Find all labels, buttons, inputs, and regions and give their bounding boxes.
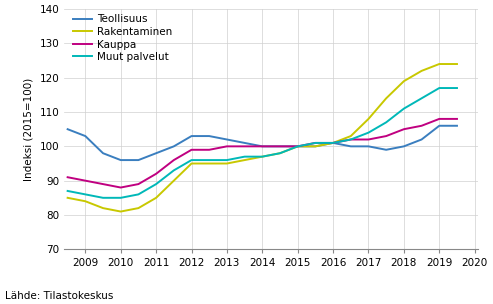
Rakentaminen bbox=[419, 69, 424, 73]
Kauppa bbox=[401, 127, 407, 131]
Rakentaminen bbox=[295, 144, 301, 148]
Line: Teollisuus: Teollisuus bbox=[68, 126, 457, 160]
Kauppa bbox=[383, 134, 389, 138]
Muut palvelut bbox=[277, 151, 283, 155]
Muut palvelut bbox=[224, 158, 230, 162]
Kauppa bbox=[65, 175, 70, 179]
Rakentaminen bbox=[65, 196, 70, 200]
Teollisuus bbox=[313, 144, 318, 148]
Muut palvelut bbox=[82, 192, 88, 196]
Muut palvelut bbox=[259, 155, 265, 158]
Teollisuus bbox=[454, 124, 460, 128]
Kauppa bbox=[242, 144, 247, 148]
Rakentaminen bbox=[313, 144, 318, 148]
Rakentaminen bbox=[454, 62, 460, 66]
Muut palvelut bbox=[295, 144, 301, 148]
Kauppa bbox=[206, 148, 212, 152]
Kauppa bbox=[454, 117, 460, 121]
Teollisuus bbox=[365, 144, 371, 148]
Rakentaminen bbox=[153, 196, 159, 200]
Muut palvelut bbox=[206, 158, 212, 162]
Teollisuus bbox=[419, 138, 424, 141]
Teollisuus bbox=[171, 144, 177, 148]
Rakentaminen bbox=[348, 134, 354, 138]
Teollisuus bbox=[259, 144, 265, 148]
Teollisuus bbox=[82, 134, 88, 138]
Muut palvelut bbox=[171, 168, 177, 172]
Kauppa bbox=[348, 138, 354, 141]
Text: Lähde: Tilastokeskus: Lähde: Tilastokeskus bbox=[5, 291, 113, 301]
Muut palvelut bbox=[365, 131, 371, 134]
Kauppa bbox=[224, 144, 230, 148]
Muut palvelut bbox=[313, 141, 318, 145]
Kauppa bbox=[259, 144, 265, 148]
Line: Rakentaminen: Rakentaminen bbox=[68, 64, 457, 212]
Rakentaminen bbox=[206, 162, 212, 165]
Teollisuus bbox=[330, 141, 336, 145]
Kauppa bbox=[118, 186, 124, 189]
Rakentaminen bbox=[277, 151, 283, 155]
Kauppa bbox=[136, 182, 141, 186]
Rakentaminen bbox=[136, 206, 141, 210]
Muut palvelut bbox=[65, 189, 70, 193]
Rakentaminen bbox=[365, 117, 371, 121]
Muut palvelut bbox=[383, 120, 389, 124]
Teollisuus bbox=[153, 151, 159, 155]
Kauppa bbox=[188, 148, 194, 152]
Rakentaminen bbox=[259, 155, 265, 158]
Muut palvelut bbox=[436, 86, 442, 90]
Legend: Teollisuus, Rakentaminen, Kauppa, Muut palvelut: Teollisuus, Rakentaminen, Kauppa, Muut p… bbox=[73, 14, 173, 62]
Kauppa bbox=[330, 141, 336, 145]
Teollisuus bbox=[401, 144, 407, 148]
Rakentaminen bbox=[401, 79, 407, 83]
Kauppa bbox=[295, 144, 301, 148]
Muut palvelut bbox=[401, 107, 407, 110]
Teollisuus bbox=[188, 134, 194, 138]
Y-axis label: Indeksi (2015=100): Indeksi (2015=100) bbox=[24, 78, 34, 181]
Rakentaminen bbox=[82, 199, 88, 203]
Rakentaminen bbox=[171, 179, 177, 182]
Teollisuus bbox=[136, 158, 141, 162]
Muut palvelut bbox=[330, 141, 336, 145]
Line: Muut palvelut: Muut palvelut bbox=[68, 88, 457, 198]
Kauppa bbox=[436, 117, 442, 121]
Kauppa bbox=[313, 141, 318, 145]
Muut palvelut bbox=[153, 182, 159, 186]
Rakentaminen bbox=[436, 62, 442, 66]
Teollisuus bbox=[118, 158, 124, 162]
Teollisuus bbox=[348, 144, 354, 148]
Teollisuus bbox=[242, 141, 247, 145]
Kauppa bbox=[277, 144, 283, 148]
Rakentaminen bbox=[383, 96, 389, 100]
Rakentaminen bbox=[100, 206, 106, 210]
Kauppa bbox=[365, 138, 371, 141]
Teollisuus bbox=[436, 124, 442, 128]
Rakentaminen bbox=[224, 162, 230, 165]
Kauppa bbox=[100, 182, 106, 186]
Line: Kauppa: Kauppa bbox=[68, 119, 457, 188]
Muut palvelut bbox=[454, 86, 460, 90]
Muut palvelut bbox=[188, 158, 194, 162]
Teollisuus bbox=[100, 151, 106, 155]
Muut palvelut bbox=[242, 155, 247, 158]
Rakentaminen bbox=[330, 141, 336, 145]
Muut palvelut bbox=[100, 196, 106, 200]
Kauppa bbox=[171, 158, 177, 162]
Kauppa bbox=[82, 179, 88, 182]
Teollisuus bbox=[295, 144, 301, 148]
Teollisuus bbox=[65, 127, 70, 131]
Rakentaminen bbox=[242, 158, 247, 162]
Teollisuus bbox=[277, 144, 283, 148]
Muut palvelut bbox=[419, 96, 424, 100]
Teollisuus bbox=[206, 134, 212, 138]
Muut palvelut bbox=[118, 196, 124, 200]
Muut palvelut bbox=[348, 138, 354, 141]
Kauppa bbox=[419, 124, 424, 128]
Rakentaminen bbox=[118, 210, 124, 213]
Teollisuus bbox=[383, 148, 389, 152]
Teollisuus bbox=[224, 138, 230, 141]
Rakentaminen bbox=[188, 162, 194, 165]
Kauppa bbox=[153, 172, 159, 176]
Muut palvelut bbox=[136, 192, 141, 196]
